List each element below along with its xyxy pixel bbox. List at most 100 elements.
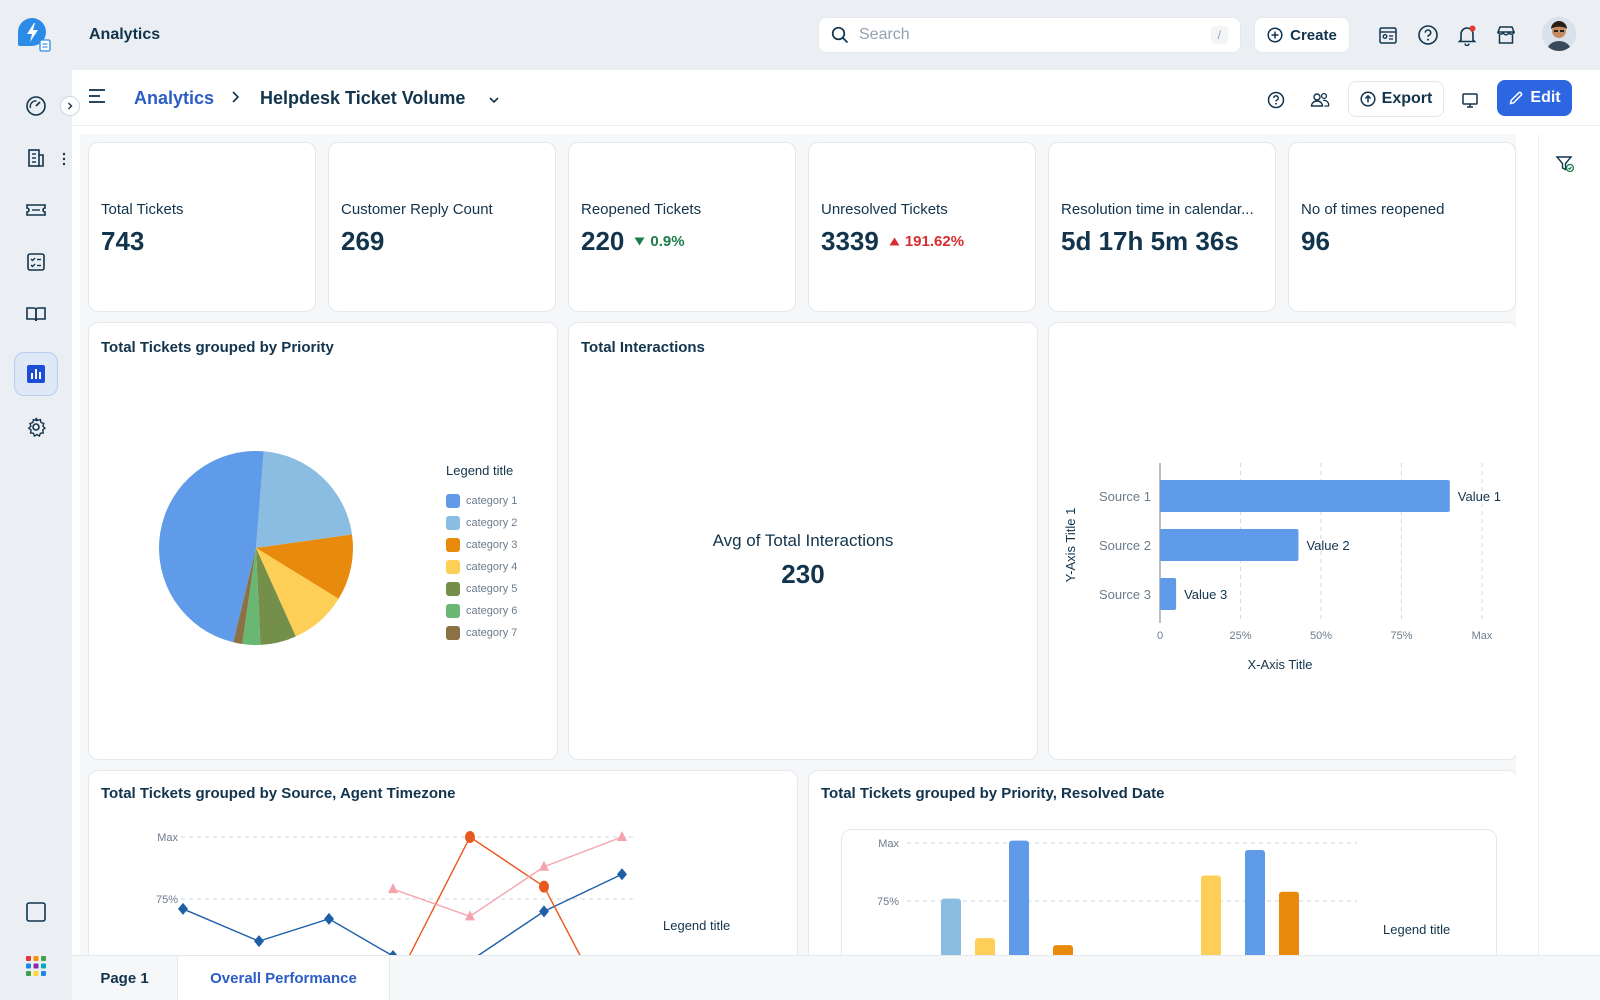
help-button[interactable] xyxy=(1414,21,1442,49)
kpi-label: Total Tickets xyxy=(101,201,184,218)
present-button[interactable] xyxy=(1456,86,1484,114)
sidebar-item-tasks[interactable] xyxy=(14,240,58,284)
avg-value: 230 xyxy=(781,559,825,589)
data-point xyxy=(617,831,627,841)
legend-item[interactable]: category 4 xyxy=(446,556,517,578)
kpi-value: 96 xyxy=(1301,226,1330,256)
chart-card-priority-pie[interactable]: Total Tickets grouped by Priority Legend… xyxy=(88,322,558,760)
pie-slice xyxy=(233,548,256,645)
legend-item[interactable]: category 3 xyxy=(446,534,517,556)
top-bar: Analytics Search / Create xyxy=(72,0,1600,70)
kpi-delta: 191.62% xyxy=(889,233,964,250)
tab-overall-performance[interactable]: Overall Performance xyxy=(178,956,390,1000)
chart-card-total-interactions[interactable]: Total Interactions Avg of Total Interact… xyxy=(568,322,1038,760)
y-tick-label: 75% xyxy=(156,894,178,906)
legend-item[interactable]: category 1 xyxy=(446,490,517,512)
page-tabs: Page 1 Overall Performance xyxy=(72,955,1600,1000)
sidebar-item-square[interactable] xyxy=(14,890,58,934)
chevron-down-icon[interactable] xyxy=(488,92,500,110)
kpi-value: 743 xyxy=(101,226,145,256)
pie-slice xyxy=(256,548,339,637)
tab-page-1[interactable]: Page 1 xyxy=(72,956,178,1000)
square-icon xyxy=(26,902,46,922)
y-tick-label: Source 1 xyxy=(1099,489,1151,504)
user-avatar[interactable] xyxy=(1542,17,1576,51)
kpi-card-total-tickets[interactable]: Total Tickets 743 xyxy=(88,142,316,312)
data-label: Value 1 xyxy=(1458,489,1501,504)
sidebar-item-contacts[interactable] xyxy=(14,136,58,180)
series-line xyxy=(392,836,623,918)
left-rail xyxy=(0,0,80,1000)
search-icon xyxy=(831,26,849,44)
sidebar-item-tickets[interactable] xyxy=(14,188,58,232)
more-options-icon[interactable] xyxy=(62,152,66,171)
export-button[interactable]: Export xyxy=(1348,81,1444,117)
kpi-label: No of times reopened xyxy=(1301,201,1445,218)
page-title: Helpdesk Ticket Volume xyxy=(260,88,466,108)
kpi-card-unresolved-tickets[interactable]: Unresolved Tickets 3339 191.62% xyxy=(808,142,1036,312)
bell-icon xyxy=(1457,25,1477,46)
notifications-button[interactable] xyxy=(1453,21,1481,49)
create-button[interactable]: Create xyxy=(1254,17,1350,53)
kpi-value: 269 xyxy=(341,226,385,256)
menu-icon[interactable] xyxy=(88,88,106,109)
store-icon xyxy=(1496,26,1516,44)
data-point xyxy=(465,910,475,921)
chart-title: Total Interactions xyxy=(581,339,705,356)
search-shortcut: / xyxy=(1210,26,1228,44)
data-point xyxy=(324,912,334,925)
edit-label: Edit xyxy=(1530,89,1561,106)
data-point xyxy=(254,935,264,948)
freshdesk-logo-icon[interactable] xyxy=(16,16,52,52)
legend-item[interactable]: category 2 xyxy=(446,512,517,534)
breadcrumb-analytics-link[interactable]: Analytics xyxy=(134,88,215,108)
y-axis-title: Y-Axis Title 1 xyxy=(1063,508,1078,583)
analytics-chart-icon xyxy=(27,365,45,383)
pie-slice xyxy=(256,451,353,548)
search-input[interactable]: Search / xyxy=(818,17,1241,53)
kpi-card-customer-reply-count[interactable]: Customer Reply Count 269 xyxy=(328,142,556,312)
kpi-value: 3339 xyxy=(821,226,879,256)
kpi-label: Resolution time in calendar... xyxy=(1061,201,1254,218)
data-point xyxy=(465,831,475,843)
filter-icon[interactable] xyxy=(1555,154,1575,179)
x-tick-label: 50% xyxy=(1310,630,1332,642)
sidebar-item-analytics[interactable] xyxy=(14,352,58,396)
upload-circle-icon xyxy=(1360,91,1376,107)
edit-button[interactable]: Edit xyxy=(1497,80,1572,116)
dashboard-help-button[interactable] xyxy=(1262,86,1290,114)
x-tick-label: 0 xyxy=(1157,630,1163,642)
building-icon xyxy=(28,149,44,167)
chart-title: Total Tickets grouped by Priority xyxy=(101,339,334,356)
apps-grid-icon xyxy=(26,956,46,976)
app-title: Analytics xyxy=(89,26,161,43)
legend-item[interactable]: category 6 xyxy=(446,600,517,622)
sidebar-item-apps[interactable] xyxy=(14,944,58,988)
sidebar-item-dashboard[interactable] xyxy=(14,84,58,128)
kpi-value: 5d 17h 5m 36s xyxy=(1061,226,1239,256)
chart-card-source-bars[interactable]: 0 25% 50% 75% Max Source 1 Value 1 Source 2 Valu… xyxy=(1048,322,1516,760)
marketplace-button[interactable] xyxy=(1492,21,1520,49)
chart-frame xyxy=(841,829,1497,1000)
expand-sidebar-button[interactable] xyxy=(60,96,80,116)
chart-title: Total Tickets grouped by Priority, Resol… xyxy=(821,785,1165,802)
kpi-card-reopened-tickets[interactable]: Reopened Tickets 220 0.9% xyxy=(568,142,796,312)
kpi-delta: 0.9% xyxy=(634,233,685,250)
pie-slice xyxy=(256,534,353,599)
legend-swatch xyxy=(446,626,460,640)
kpi-card-times-reopened[interactable]: No of times reopened 96 xyxy=(1288,142,1516,312)
legend-item[interactable]: category 7 xyxy=(446,622,517,644)
horizontal-bar-chart: 0 25% 50% 75% Max Source 1 Value 1 Source 2 Valu… xyxy=(1063,463,1501,672)
share-button[interactable] xyxy=(1306,86,1334,114)
x-tick-label: 75% xyxy=(1390,630,1412,642)
sidebar-item-solutions[interactable] xyxy=(14,292,58,336)
kpi-card-resolution-time[interactable]: Resolution time in calendar... 5d 17h 5m… xyxy=(1048,142,1276,312)
chart-title: Total Tickets grouped by Source, Agent T… xyxy=(101,785,456,802)
kpi-delta-value: 0.9% xyxy=(650,233,685,250)
pie-slice xyxy=(242,548,261,645)
legend-item[interactable]: category 5 xyxy=(446,578,517,600)
sidebar-item-admin[interactable] xyxy=(14,405,58,449)
contacts-card-button[interactable] xyxy=(1374,21,1402,49)
kpi-delta-value: 191.62% xyxy=(904,233,965,250)
pie-slice xyxy=(159,451,264,643)
